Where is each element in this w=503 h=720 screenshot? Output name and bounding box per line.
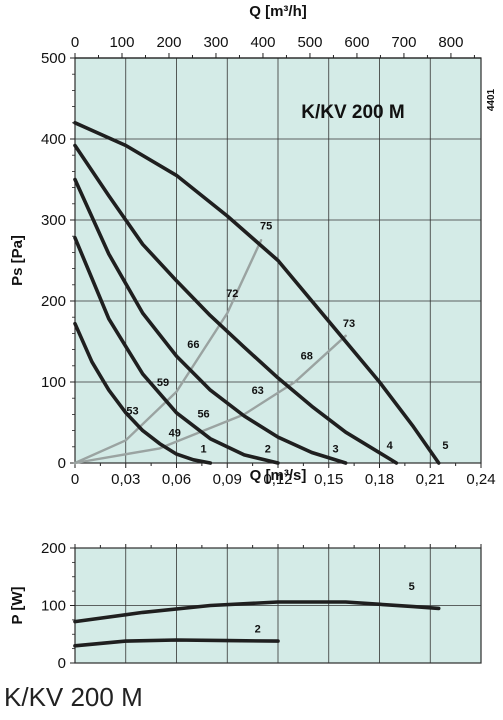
power-y-tick-label: 100 — [41, 598, 66, 615]
x2-tick-label: 200 — [156, 34, 181, 51]
efficiency-label: 66 — [187, 339, 199, 351]
curve-number-label: 2 — [265, 443, 271, 455]
y-tick-label: 500 — [41, 50, 66, 67]
x2-axis-label: Q [m³/h] — [249, 3, 307, 20]
x-tick-label: 0,03 — [111, 471, 140, 488]
efficiency-label: 73 — [343, 318, 355, 330]
footer-title: K/KV 200 M — [4, 682, 143, 712]
x-tick-label: 0,24 — [466, 471, 495, 488]
y-tick-label: 300 — [41, 212, 66, 229]
curve-number-label: 5 — [442, 440, 448, 452]
power-curve-number-label: 5 — [409, 581, 415, 593]
power-curve-number-label: 2 — [255, 624, 261, 636]
y-tick-label: 100 — [41, 374, 66, 391]
curve-number-label: 4 — [387, 440, 394, 452]
efficiency-label: 63 — [252, 385, 264, 397]
power-curve-5 — [73, 600, 441, 624]
x2-tick-label: 700 — [391, 34, 416, 51]
x2-tick-label: 500 — [297, 34, 322, 51]
power-y-tick-label: 0 — [58, 655, 66, 672]
fan-curve-4 — [73, 143, 399, 465]
x-tick-label: 0,21 — [416, 471, 445, 488]
x2-tick-label: 0 — [71, 34, 79, 51]
x2-tick-label: 800 — [438, 34, 463, 51]
x-tick-label: 0,15 — [314, 471, 343, 488]
x-tick-label: 0,09 — [213, 471, 242, 488]
x2-tick-label: 400 — [250, 34, 275, 51]
fan-curve-2 — [73, 236, 280, 465]
fan-curve-5 — [73, 121, 441, 465]
curve-number-label: 1 — [201, 443, 207, 455]
x-tick-label: 0 — [71, 471, 79, 488]
efficiency-label: 49 — [169, 427, 181, 439]
efficiency-label: 56 — [197, 409, 209, 421]
efficiency-label: 53 — [126, 405, 138, 417]
fan-curve-1 — [73, 321, 213, 465]
efficiency-line — [73, 239, 263, 465]
y-tick-label: 200 — [41, 293, 66, 310]
x-tick-label: 0,06 — [162, 471, 191, 488]
chart-code: 4401 — [486, 88, 497, 111]
efficiency-label: 75 — [260, 221, 272, 233]
efficiency-label: 72 — [226, 288, 238, 300]
pressure-chart: 0 0,03 0,06 0,09 0,12 0,15 0,18 0,21 0,24 0 100 200… — [9, 3, 497, 488]
x2-tick-label: 300 — [203, 34, 228, 51]
x-tick-label: 0,12 — [263, 471, 292, 488]
power-chart: 0 100 200 P [W] 2 5 — [9, 540, 482, 672]
y-tick-label: 0 — [58, 455, 66, 472]
curve-number-label: 3 — [332, 443, 338, 455]
y-axis-label: Ps [Pa] — [9, 235, 26, 286]
y-tick-label: 400 — [41, 131, 66, 148]
fan-curve-3 — [73, 177, 348, 465]
power-y-axis-label: P [W] — [9, 586, 26, 624]
power-y-tick-label: 200 — [41, 540, 66, 557]
power-curve-2 — [73, 638, 280, 648]
x-axis-label: Q [m³/s] — [250, 467, 307, 484]
x2-tick-label: 600 — [344, 34, 369, 51]
x-tick-label: 0,18 — [365, 471, 394, 488]
chart-title: K/KV 200 M — [301, 102, 404, 123]
efficiency-label: 59 — [157, 377, 169, 389]
x2-tick-label: 100 — [109, 34, 134, 51]
efficiency-label: 68 — [301, 350, 313, 362]
